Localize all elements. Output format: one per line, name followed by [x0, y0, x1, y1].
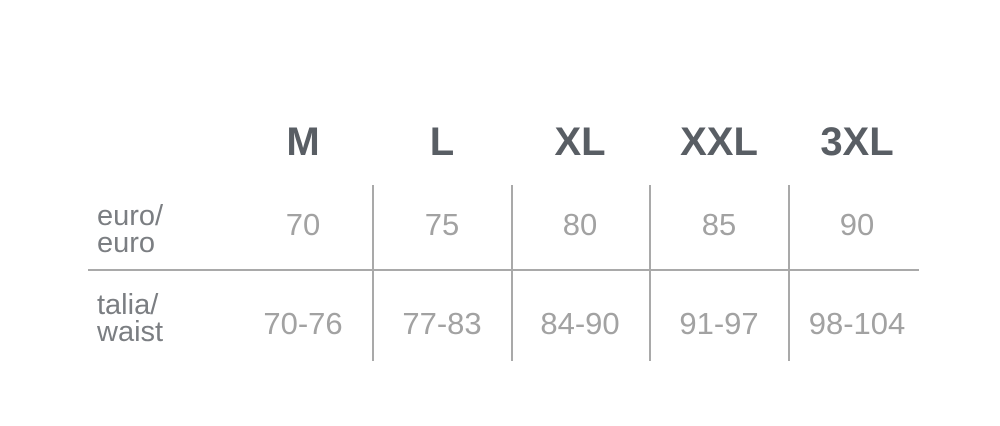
row-label-line: waist — [97, 316, 164, 348]
table-cell: 85 — [701, 207, 737, 242]
table-cell: 75 — [424, 207, 460, 242]
column-header-l: L — [429, 120, 455, 164]
column-divider — [511, 185, 513, 361]
column-divider — [372, 185, 374, 361]
table-cell: 91-97 — [679, 306, 759, 341]
row-label-euro: euro/ euro — [97, 200, 164, 259]
row-label-line: euro — [97, 227, 156, 259]
table-cell: 98-104 — [808, 306, 906, 341]
column-header-xxl: XXL — [680, 120, 758, 164]
row-label-line: euro/ — [97, 200, 164, 232]
column-header-xl: XL — [554, 120, 606, 164]
column-divider — [788, 185, 790, 361]
table-cell: 70-76 — [263, 306, 343, 341]
table-cell: 70 — [285, 207, 321, 242]
table-cell: 90 — [839, 207, 875, 242]
table-cell: 77-83 — [402, 306, 482, 341]
table-cell: 80 — [562, 207, 598, 242]
row-label-waist: talia/ waist — [97, 289, 164, 348]
row-label-line: talia/ — [97, 289, 159, 321]
column-header-3xl: 3XL — [820, 120, 894, 164]
column-divider — [649, 185, 651, 361]
row-divider — [88, 269, 919, 271]
column-header-m: M — [286, 120, 320, 164]
table-cell: 84-90 — [540, 306, 620, 341]
